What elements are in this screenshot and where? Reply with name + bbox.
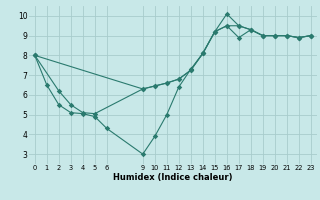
X-axis label: Humidex (Indice chaleur): Humidex (Indice chaleur) (113, 173, 233, 182)
